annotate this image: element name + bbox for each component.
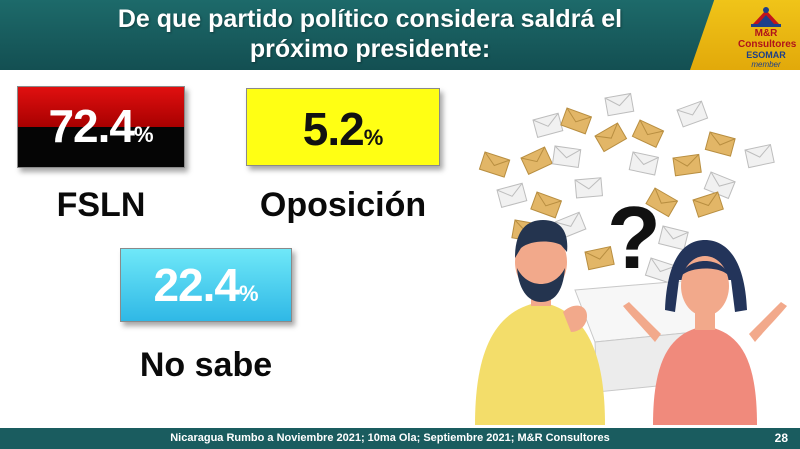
logo-member: member	[751, 60, 781, 69]
woman-figure	[623, 240, 787, 425]
title-line-1: De que partido político considera saldrá…	[117, 5, 623, 33]
result-label-fsln: FSLN	[56, 186, 146, 224]
logo-esomar: ESOMAR	[746, 50, 786, 60]
logo-name: M&R Consultores	[738, 28, 797, 50]
title-line-2: próximo presidente:	[249, 35, 491, 63]
man-figure	[475, 220, 605, 425]
footer-bar: Nicaragua Rumbo a Noviembre 2021; 10ma O…	[0, 428, 800, 449]
result-value-oposicion: 5.2	[302, 103, 365, 155]
result-unit-no-sabe: %	[238, 281, 259, 306]
voting-illustration: ?	[475, 92, 787, 425]
company-logo: M&R Consultores ESOMAR member	[738, 6, 797, 69]
header-bar	[0, 0, 800, 70]
result-value-fsln: 72.4	[48, 100, 135, 152]
result-unit-fsln: %	[133, 122, 154, 147]
question-mark-icon: ?	[607, 188, 661, 287]
result-box-no-sabe: 22.4%	[120, 248, 292, 322]
result-unit-oposicion: %	[363, 125, 384, 150]
result-value-no-sabe: 22.4	[153, 259, 240, 311]
logo-mark-icon	[751, 7, 781, 27]
footer-source: Nicaragua Rumbo a Noviembre 2021; 10ma O…	[170, 432, 610, 444]
slide-title: De que partido político considera saldrá…	[40, 4, 700, 64]
result-box-fsln: 72.4%	[17, 86, 185, 168]
result-label-no-sabe: No sabe	[139, 346, 273, 384]
envelope-icons	[478, 92, 775, 284]
result-label-oposicion: Oposición	[259, 186, 427, 224]
result-box-oposicion: 5.2%	[246, 88, 440, 166]
page-number: 28	[774, 431, 788, 445]
